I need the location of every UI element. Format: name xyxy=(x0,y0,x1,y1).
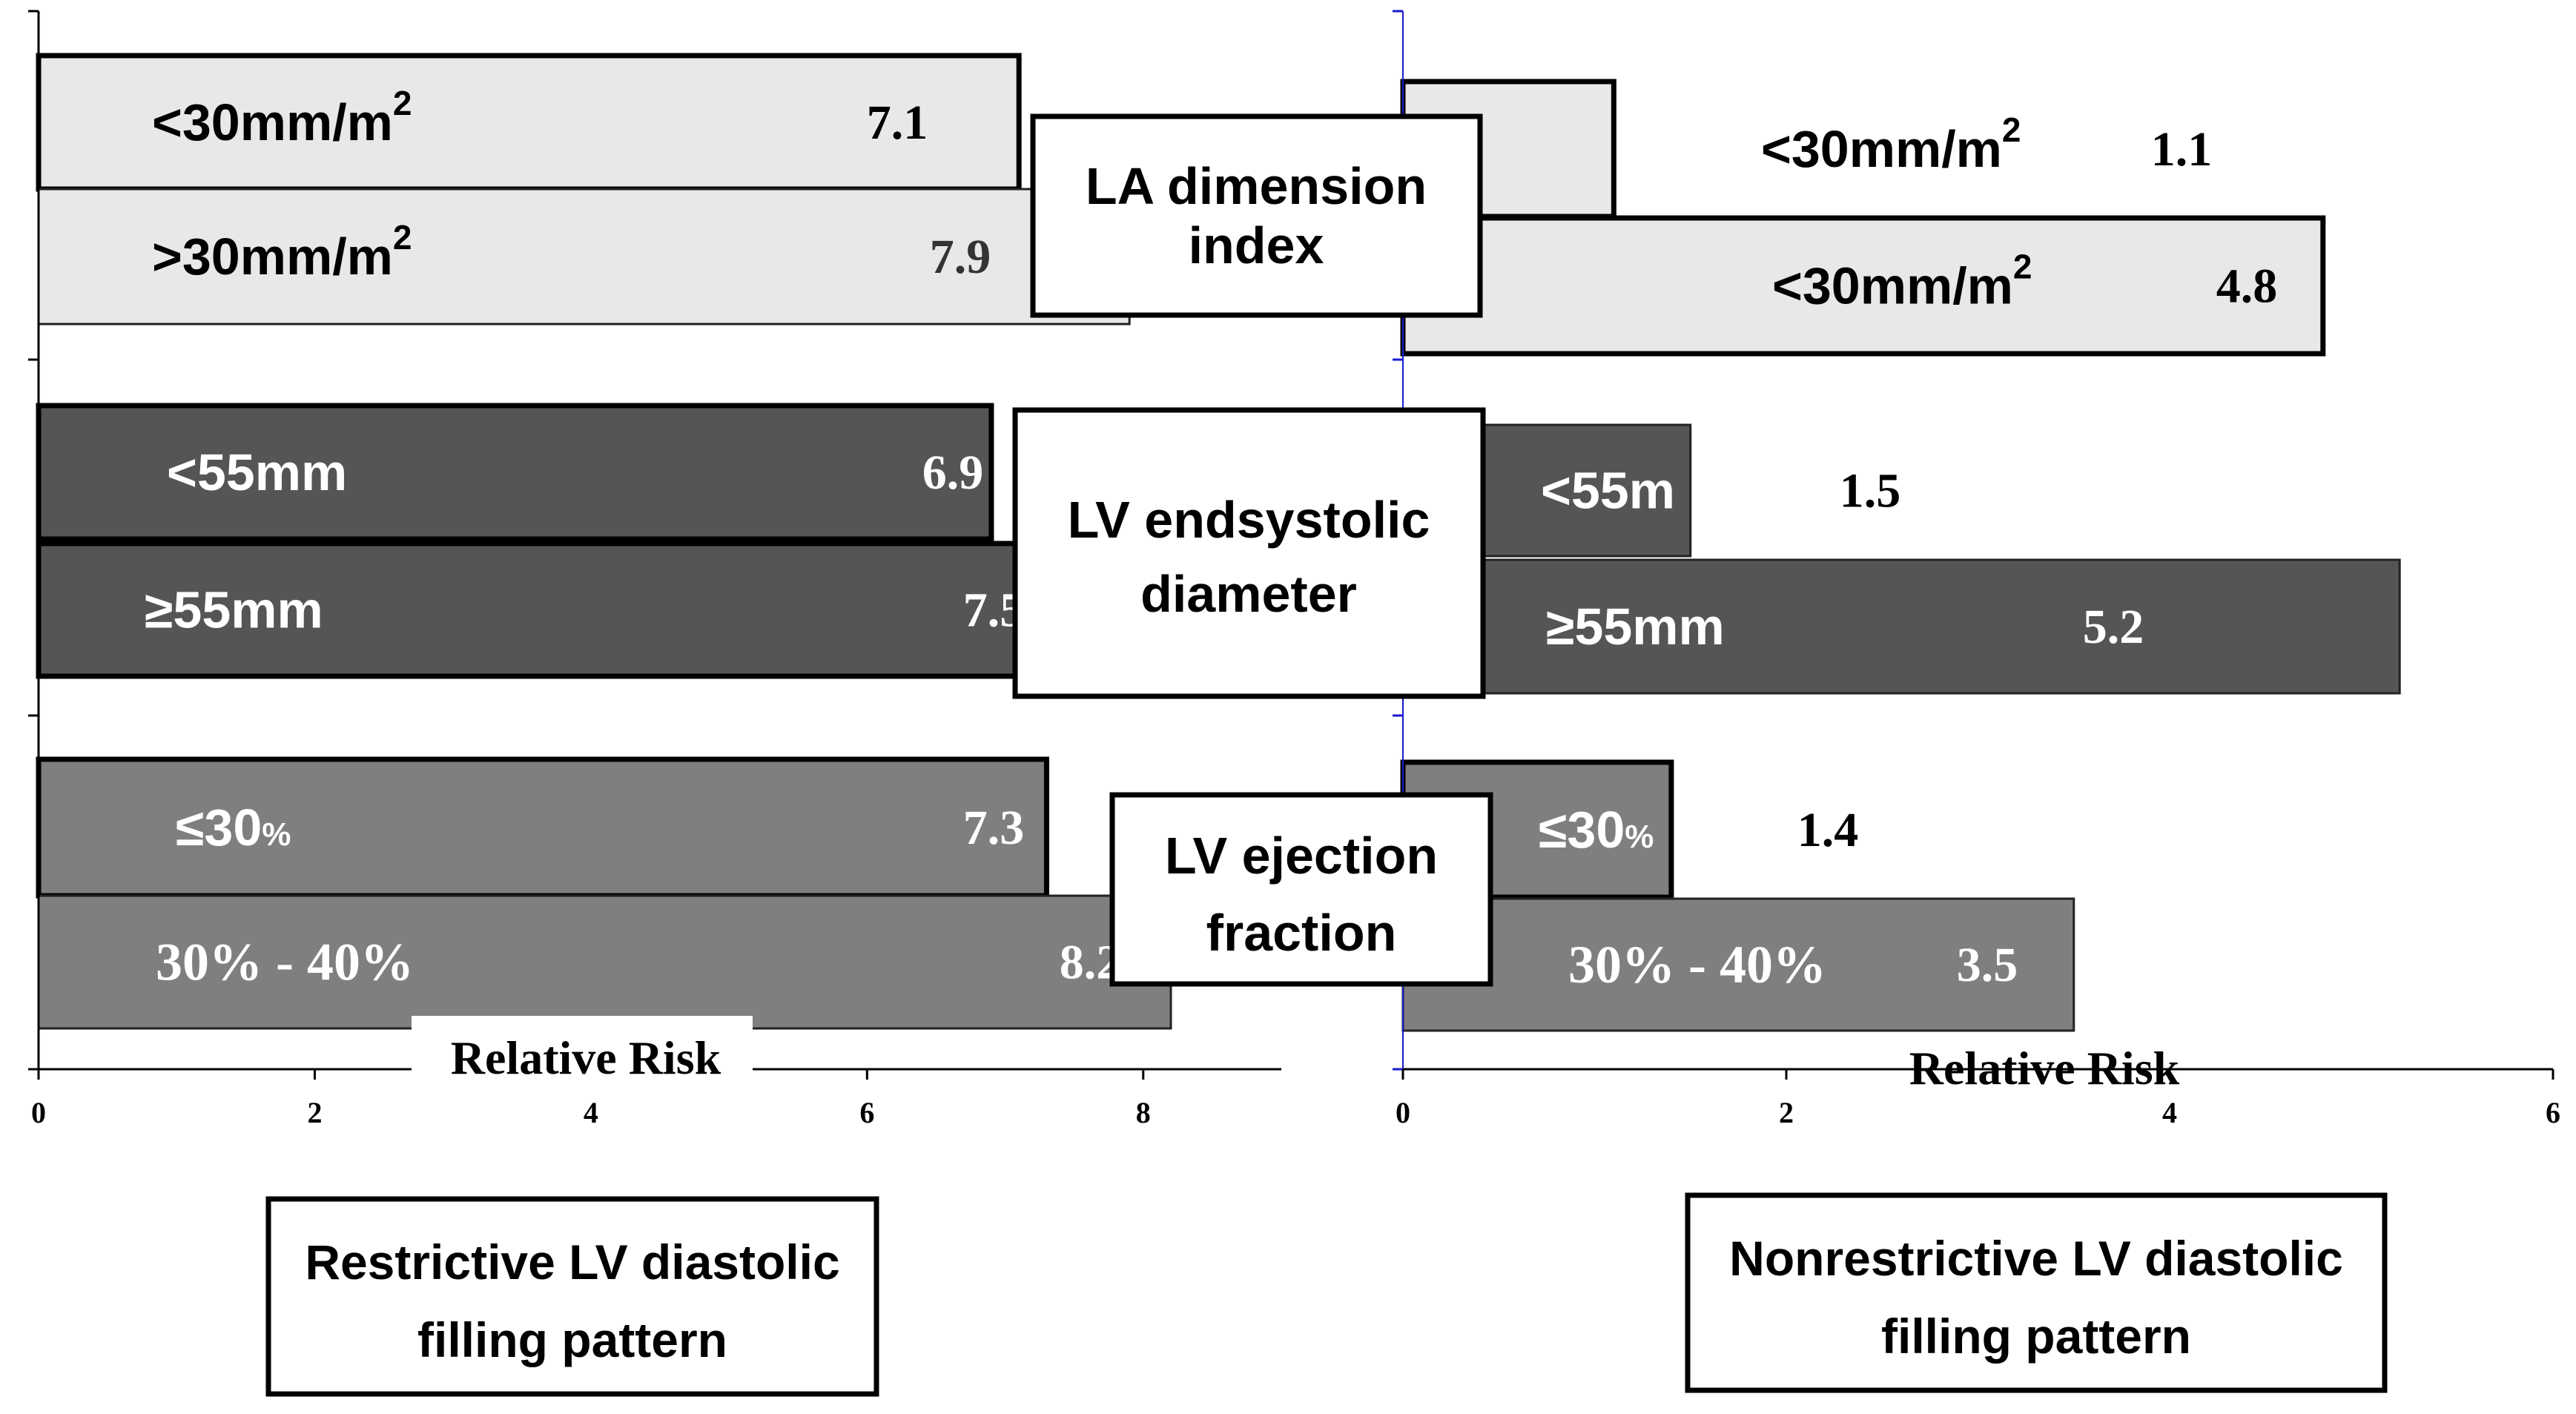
x-tick-label: 4 xyxy=(2162,1096,2177,1129)
group-label-lv-ef: LV ejection fraction xyxy=(1109,792,1493,987)
data-label: 7.3 xyxy=(963,801,1025,855)
group-label-la-line1: LA dimension xyxy=(1086,157,1427,215)
bar-0-5 xyxy=(37,894,1172,1030)
footer-nonrestrictive: Nonrestrictive LV diastolic filling patt… xyxy=(1685,1192,2388,1393)
data-label: 7.1 xyxy=(867,96,928,150)
category-label: <55mm xyxy=(167,443,347,501)
group-label-la-dimension: LA dimension index xyxy=(1030,113,1483,318)
left-axis-title: Relative Risk xyxy=(451,1031,721,1084)
data-label: 1.5 xyxy=(1840,464,1901,518)
category-label: <30mm/m2 xyxy=(1772,248,2032,315)
category-label: <55m xyxy=(1541,462,1675,520)
data-label: 3.5 xyxy=(1957,938,2018,992)
category-label: ≥55mm xyxy=(145,581,323,639)
category-label: ≤30% xyxy=(176,799,291,856)
group-label-lvesd-line1: LV endsystolic xyxy=(1068,491,1430,549)
x-tick-label: 6 xyxy=(859,1096,874,1129)
category-label: ≥55mm xyxy=(1546,598,1725,655)
footer-restrictive-line1: Restrictive LV diastolic xyxy=(305,1235,839,1289)
text-layer: <30mm/m2 7.1>30mm/m2 7.9<55mm 6.9≥55mm 7.5≤3… xyxy=(145,84,2277,994)
data-label: 7.9 xyxy=(930,230,991,284)
category-label: >30mm/m2 xyxy=(152,218,412,285)
x-tick-label: 0 xyxy=(31,1096,46,1129)
x-tick-label: 8 xyxy=(1136,1096,1151,1129)
category-label: <30mm/m2 xyxy=(1761,110,2021,178)
data-label: 6.9 xyxy=(922,446,984,500)
bar-1-5 xyxy=(1401,897,2075,1032)
group-label-la-line2: index xyxy=(1189,217,1324,274)
category-label: <30mm/m2 xyxy=(152,84,412,151)
group-label-ef-line2: fraction xyxy=(1206,904,1397,962)
data-label: 4.8 xyxy=(2216,260,2278,314)
x-tick-label: 6 xyxy=(2546,1096,2560,1129)
data-label: 5.2 xyxy=(2083,600,2144,654)
bar-0-0 xyxy=(36,53,1022,192)
bar-1-3 xyxy=(1401,558,2401,695)
x-tick-label: 2 xyxy=(307,1096,322,1129)
data-label: 1.4 xyxy=(1797,803,1859,857)
bar-0-1 xyxy=(37,188,1131,326)
group-label-lvesd-line2: diameter xyxy=(1140,565,1357,623)
x-tick-label: 4 xyxy=(584,1096,598,1129)
footer-nonrestrictive-line2: filling pattern xyxy=(1881,1309,2191,1364)
bars-layer xyxy=(36,53,2401,1032)
category-label: 30% - 40% xyxy=(156,933,414,992)
group-label-ef-line1: LV ejection xyxy=(1165,827,1438,885)
bar-0-2 xyxy=(36,403,994,542)
x-tick-label: 2 xyxy=(1779,1096,1794,1129)
left-axis-title-bg xyxy=(412,1016,753,1081)
footer-nonrestrictive-line1: Nonrestrictive LV diastolic xyxy=(1729,1231,2343,1286)
footer-restrictive: Restrictive LV diastolic filling pattern xyxy=(265,1196,879,1397)
ticks-layer: 0 2 4 6 8 0 2 4 6 xyxy=(31,1069,2560,1129)
group-label-lv-endsystolic: LV endsystolic diameter xyxy=(1012,407,1486,699)
footer-restrictive-line2: filling pattern xyxy=(417,1312,727,1367)
category-label: ≤30% xyxy=(1539,801,1654,859)
x-tick-label: 0 xyxy=(1396,1096,1410,1129)
right-axis-title: Relative Risk xyxy=(1909,1042,2180,1094)
data-label: 1.1 xyxy=(2151,122,2213,176)
category-label: 30% - 40% xyxy=(1568,935,1826,994)
